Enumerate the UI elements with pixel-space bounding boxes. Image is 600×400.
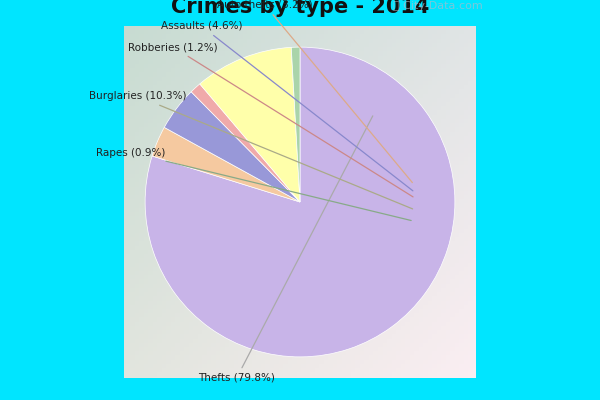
Text: Thefts (79.8%): Thefts (79.8%) (198, 116, 373, 383)
Text: Auto thefts (3.2%): Auto thefts (3.2%) (217, 0, 412, 182)
Wedge shape (291, 47, 300, 202)
Wedge shape (191, 84, 300, 202)
Text: ⓘ City-Data.com: ⓘ City-Data.com (393, 1, 483, 11)
Wedge shape (152, 127, 300, 202)
Text: Assaults (4.6%): Assaults (4.6%) (161, 21, 413, 191)
Wedge shape (145, 47, 455, 357)
Wedge shape (200, 47, 300, 202)
Wedge shape (164, 92, 300, 202)
Text: Burglaries (10.3%): Burglaries (10.3%) (89, 91, 413, 209)
Text: Robberies (1.2%): Robberies (1.2%) (128, 42, 413, 197)
Title: Crimes by type - 2014: Crimes by type - 2014 (171, 0, 429, 18)
Text: Rapes (0.9%): Rapes (0.9%) (97, 148, 411, 220)
